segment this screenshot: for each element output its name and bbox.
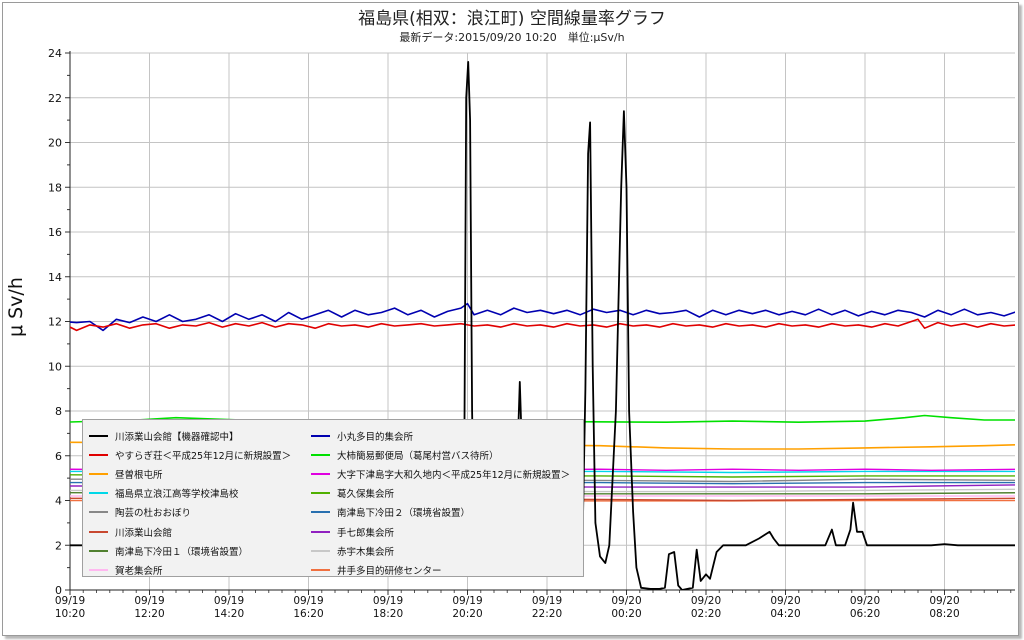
legend-item: 昼曽根屯所 (89, 464, 291, 483)
legend-item: 大字下津島字大和久地内＜平成25年12月に新規設置＞ (311, 464, 570, 483)
legend-swatch (89, 434, 108, 437)
legend-label: 昼曽根屯所 (115, 469, 163, 481)
legend-label: 陶芸の杜おおぼり (115, 508, 192, 520)
legend-item: 赤宇木集会所 (311, 541, 570, 560)
x-tick-label-date: 09/20 (611, 595, 641, 607)
x-tick-label-time: 06:20 (850, 608, 880, 620)
legend-swatch (311, 568, 330, 571)
legend-label: 小丸多目的集会所 (337, 431, 414, 443)
legend-swatch (311, 492, 330, 495)
legend-swatch (311, 434, 330, 437)
x-tick-label-time: 22:20 (532, 608, 562, 620)
legend-item: やすらぎ荘＜平成25年12月に新規設置＞ (89, 445, 291, 464)
x-tick-label-time: 04:20 (770, 608, 800, 620)
x-tick-label-time: 14:20 (214, 608, 244, 620)
x-tick-label-date: 09/20 (691, 595, 721, 607)
x-tick-label-date: 09/20 (770, 595, 800, 607)
x-tick-label-date: 09/19 (55, 595, 85, 607)
legend-label: 賀老集会所 (115, 565, 163, 577)
legend-item: 大柿簡易郵便局（葛尾村営バス待所） (311, 445, 570, 464)
legend-swatch (311, 530, 330, 533)
axis-layer: 02468101214161820222409/1910:2009/1912:2… (48, 47, 1015, 620)
legend-item: 手七郎集会所 (311, 522, 570, 541)
x-tick-label-time: 16:20 (293, 608, 323, 620)
legend-label: 大字下津島字大和久地内＜平成25年12月に新規設置＞ (337, 469, 571, 481)
x-tick-label-time: 08:20 (929, 608, 959, 620)
legend-label: 井手多目的研修センター (337, 565, 442, 577)
legend-column-left: 川添業山会館【機器確認中】やすらぎ荘＜平成25年12月に新規設置＞ 昼曽根屯所福島… (89, 426, 291, 580)
legend-item: 陶芸の杜おおぼり (89, 503, 291, 522)
x-tick-label-date: 09/19 (293, 595, 323, 607)
y-tick-label: 8 (55, 405, 62, 418)
legend-swatch (89, 453, 108, 456)
legend-label: 葛久保集会所 (337, 489, 395, 501)
legend-item: 井手多目的研修センター (311, 560, 570, 579)
x-tick-label-date: 09/20 (929, 595, 959, 607)
legend-swatch (89, 530, 108, 533)
y-tick-label: 18 (48, 181, 62, 194)
y-tick-label: 12 (48, 316, 62, 329)
legend-label: 手七郎集会所 (337, 527, 395, 539)
legend-label: 川添業山会館【機器確認中】 (115, 431, 239, 443)
legend-item: 川添業山会館 (89, 522, 291, 541)
legend-label: 福島県立浪江高等学校津島校 (115, 489, 239, 501)
chart-title: 福島県(相双：浪江町) 空間線量率グラフ (358, 9, 666, 29)
x-tick-label-time: 10:20 (55, 608, 85, 620)
series-line (70, 302, 1015, 332)
series-line (70, 318, 1015, 332)
legend: 川添業山会館【機器確認中】やすらぎ荘＜平成25年12月に新規設置＞ 昼曽根屯所福島… (82, 419, 584, 577)
legend-label: 南津島下冷田１（環境省設置） (115, 546, 249, 558)
y-tick-label: 16 (48, 226, 62, 239)
x-tick-label-date: 09/19 (134, 595, 164, 607)
x-tick-label-date: 09/19 (532, 595, 562, 607)
legend-item: 福島県立浪江高等学校津島校 (89, 484, 291, 503)
chart-subtitle: 最新データ:2015/09/20 10:20 単位:μSv/h (399, 31, 625, 44)
x-tick-label-time: 12:20 (134, 608, 164, 620)
y-tick-label: 2 (55, 539, 62, 552)
legend-label: 川添業山会館 (115, 527, 173, 539)
legend-swatch (89, 472, 108, 475)
series-line (70, 414, 1015, 423)
x-tick-label-time: 00:20 (611, 608, 641, 620)
y-tick-label: 24 (48, 47, 62, 60)
y-tick-label: 10 (48, 360, 62, 373)
x-tick-label-date: 09/19 (452, 595, 482, 607)
legend-item: 南津島下冷田２（環境省設置） (311, 503, 570, 522)
y-tick-label: 4 (55, 495, 62, 508)
legend-swatch (311, 549, 330, 552)
legend-label: 赤宇木集会所 (337, 546, 395, 558)
legend-swatch (311, 472, 330, 475)
legend-label: やすらぎ荘＜平成25年12月に新規設置＞ (115, 450, 292, 462)
legend-swatch (89, 492, 108, 495)
legend-label: 南津島下冷田２（環境省設置） (337, 508, 471, 520)
legend-swatch (89, 511, 108, 514)
x-tick-label-time: 20:20 (452, 608, 482, 620)
legend-item: 小丸多目的集会所 (311, 426, 570, 445)
x-tick-label-time: 18:20 (373, 608, 403, 620)
legend-item: 川添業山会館【機器確認中】 (89, 426, 291, 445)
legend-swatch (89, 568, 108, 571)
y-tick-label: 0 (55, 584, 62, 597)
legend-item: 賀老集会所 (89, 560, 291, 579)
legend-column-right: 小丸多目的集会所大柿簡易郵便局（葛尾村営バス待所） 大字下津島字大和久地内＜平成2… (311, 426, 570, 580)
legend-swatch (311, 453, 330, 456)
x-tick-label-date: 09/20 (850, 595, 880, 607)
legend-item: 南津島下冷田１（環境省設置） (89, 541, 291, 560)
legend-swatch (89, 549, 108, 552)
y-tick-label: 6 (55, 450, 62, 463)
legend-label: 大柿簡易郵便局（葛尾村営バス待所） (337, 450, 499, 462)
y-tick-label: 22 (48, 92, 62, 105)
x-tick-label-date: 09/19 (214, 595, 244, 607)
legend-item: 葛久保集会所 (311, 484, 570, 503)
y-tick-label: 20 (48, 137, 62, 150)
x-tick-label-date: 09/19 (373, 595, 403, 607)
legend-swatch (311, 511, 330, 514)
y-tick-label: 14 (48, 271, 62, 284)
x-tick-label-time: 02:20 (691, 608, 721, 620)
